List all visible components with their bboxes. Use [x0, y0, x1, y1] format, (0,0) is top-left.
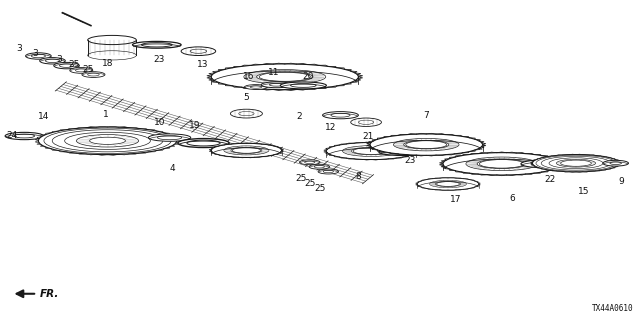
- Ellipse shape: [370, 134, 483, 155]
- Text: 23: 23: [404, 156, 415, 165]
- Ellipse shape: [88, 36, 136, 44]
- Text: 23: 23: [153, 55, 164, 64]
- Text: 25: 25: [68, 60, 79, 69]
- Ellipse shape: [178, 139, 229, 148]
- Ellipse shape: [300, 160, 320, 165]
- Ellipse shape: [211, 64, 358, 90]
- Text: 19: 19: [189, 121, 201, 130]
- Ellipse shape: [82, 72, 105, 77]
- Ellipse shape: [443, 153, 561, 175]
- Text: 1: 1: [103, 110, 108, 119]
- Text: 5: 5: [244, 93, 249, 102]
- Text: 4: 4: [170, 164, 175, 173]
- Ellipse shape: [326, 142, 416, 160]
- Text: 12: 12: [325, 123, 337, 132]
- Ellipse shape: [230, 109, 262, 118]
- Text: 13: 13: [197, 60, 209, 68]
- Ellipse shape: [323, 112, 358, 119]
- Ellipse shape: [244, 84, 268, 90]
- Ellipse shape: [181, 47, 216, 56]
- Ellipse shape: [309, 164, 330, 169]
- Text: 25: 25: [295, 174, 307, 183]
- Ellipse shape: [40, 58, 65, 64]
- Text: FR.: FR.: [40, 289, 59, 300]
- Ellipse shape: [521, 160, 564, 168]
- Text: 18: 18: [102, 59, 113, 68]
- Ellipse shape: [148, 134, 191, 141]
- Text: 3: 3: [17, 44, 22, 53]
- Ellipse shape: [318, 169, 339, 174]
- Ellipse shape: [132, 41, 181, 48]
- Text: 25: 25: [314, 184, 326, 193]
- Text: 14: 14: [38, 112, 49, 121]
- Text: 24: 24: [6, 131, 17, 140]
- Text: 21: 21: [362, 132, 374, 141]
- Text: 22: 22: [545, 175, 556, 184]
- Text: 10: 10: [154, 118, 166, 127]
- Ellipse shape: [54, 62, 79, 69]
- Ellipse shape: [261, 82, 292, 88]
- Text: 11: 11: [268, 68, 280, 77]
- Ellipse shape: [5, 132, 44, 140]
- Text: 16: 16: [243, 72, 254, 81]
- Ellipse shape: [351, 118, 381, 126]
- Text: 20: 20: [303, 72, 314, 81]
- Text: 9: 9: [618, 177, 623, 186]
- Ellipse shape: [532, 155, 620, 172]
- Ellipse shape: [26, 53, 51, 59]
- Text: 17: 17: [450, 195, 461, 204]
- Text: 25: 25: [305, 179, 316, 188]
- Ellipse shape: [38, 127, 177, 155]
- Ellipse shape: [603, 160, 628, 166]
- Text: 2: 2: [296, 112, 301, 121]
- Ellipse shape: [280, 82, 326, 89]
- Text: TX44A0610: TX44A0610: [592, 304, 634, 313]
- Text: 7: 7: [423, 111, 428, 120]
- Ellipse shape: [379, 148, 425, 156]
- Text: 8: 8: [356, 172, 361, 180]
- Ellipse shape: [211, 143, 282, 157]
- Text: 25: 25: [83, 65, 94, 74]
- Text: 3: 3: [33, 49, 38, 58]
- Ellipse shape: [417, 178, 479, 190]
- Ellipse shape: [70, 68, 93, 73]
- Text: 3: 3: [56, 55, 61, 64]
- Text: 15: 15: [578, 187, 589, 196]
- Text: 6: 6: [509, 194, 515, 203]
